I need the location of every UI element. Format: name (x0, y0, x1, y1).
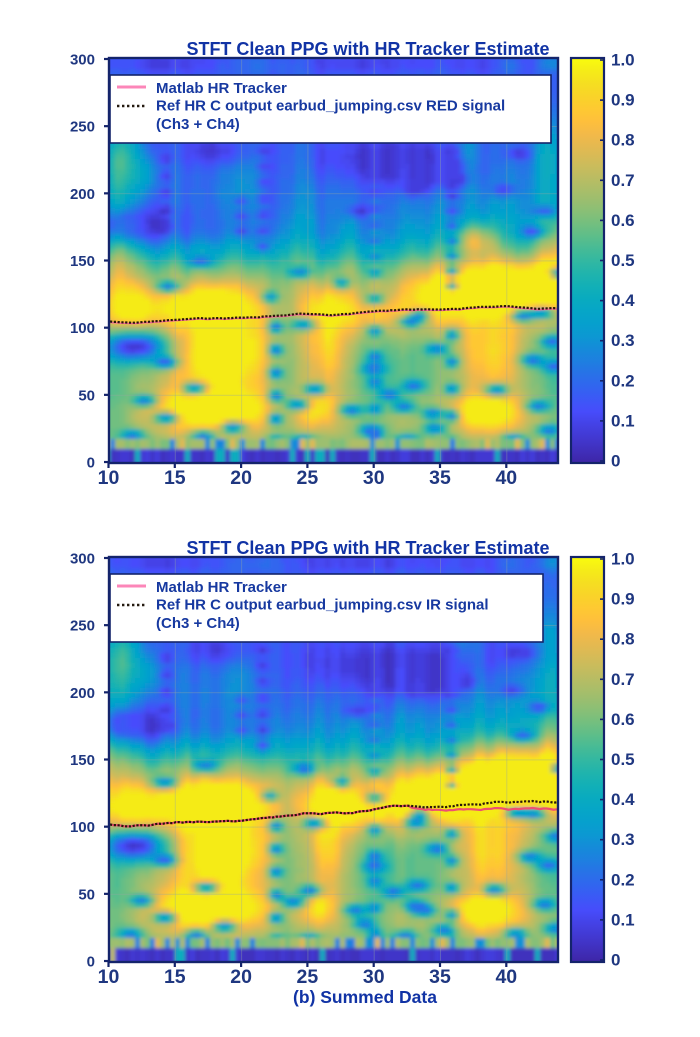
svg-text:15: 15 (164, 966, 186, 988)
svg-text:100: 100 (70, 320, 95, 337)
svg-text:(Ch3 + Ch4): (Ch3 + Ch4) (156, 116, 240, 133)
svg-text:25: 25 (297, 966, 319, 988)
svg-text:20: 20 (230, 966, 252, 988)
svg-text:(Ch3 + Ch4): (Ch3 + Ch4) (156, 615, 240, 632)
svg-text:Matlab HR Tracker: Matlab HR Tracker (156, 579, 287, 596)
svg-text:35: 35 (429, 467, 451, 489)
svg-text:50: 50 (78, 387, 95, 404)
svg-text:10: 10 (98, 467, 120, 489)
svg-text:20: 20 (230, 467, 252, 489)
svg-text:150: 150 (70, 752, 95, 769)
svg-text:Matlab HR Tracker: Matlab HR Tracker (156, 80, 287, 97)
svg-text:10: 10 (98, 966, 120, 988)
svg-text:50: 50 (78, 886, 95, 903)
svg-text:0.4: 0.4 (611, 790, 635, 809)
svg-text:40: 40 (495, 966, 517, 988)
svg-text:300: 300 (70, 52, 95, 69)
svg-text:0.4: 0.4 (611, 291, 635, 310)
svg-text:STFT Clean PPG with HR Tracker: STFT Clean PPG with HR Tracker Estimate (186, 538, 549, 558)
svg-text:0.7: 0.7 (611, 171, 635, 190)
svg-text:0.1: 0.1 (611, 411, 635, 430)
svg-text:0.8: 0.8 (611, 131, 635, 150)
svg-text:0: 0 (611, 452, 620, 471)
svg-text:STFT Clean PPG with HR Tracker: STFT Clean PPG with HR Tracker Estimate (186, 39, 549, 59)
svg-text:0.1: 0.1 (611, 910, 635, 929)
svg-text:1.0: 1.0 (611, 550, 635, 569)
svg-text:35: 35 (429, 966, 451, 988)
svg-text:0.6: 0.6 (611, 710, 635, 729)
svg-text:Ref HR C output earbud_jumping: Ref HR C output earbud_jumping.csv RED s… (156, 98, 505, 115)
svg-text:Ref HR C output earbud_jumping: Ref HR C output earbud_jumping.csv IR si… (156, 597, 489, 614)
svg-text:150: 150 (70, 253, 95, 270)
svg-text:0.3: 0.3 (611, 331, 635, 350)
svg-text:(b) Summed Data: (b) Summed Data (293, 987, 437, 1007)
svg-text:0.2: 0.2 (611, 870, 635, 889)
svg-text:250: 250 (70, 119, 95, 136)
svg-text:0.9: 0.9 (611, 91, 635, 110)
svg-text:0.8: 0.8 (611, 630, 635, 649)
svg-text:0.7: 0.7 (611, 670, 635, 689)
svg-text:0: 0 (87, 455, 95, 472)
svg-text:200: 200 (70, 186, 95, 203)
svg-text:250: 250 (70, 618, 95, 635)
svg-text:30: 30 (363, 966, 385, 988)
svg-text:100: 100 (70, 819, 95, 836)
svg-text:0.3: 0.3 (611, 830, 635, 849)
svg-text:0.2: 0.2 (611, 371, 635, 390)
svg-text:1.0: 1.0 (611, 51, 635, 70)
svg-text:25: 25 (297, 467, 319, 489)
svg-text:300: 300 (70, 551, 95, 568)
svg-text:0: 0 (87, 954, 95, 971)
svg-text:200: 200 (70, 685, 95, 702)
svg-text:0.5: 0.5 (611, 251, 635, 270)
svg-text:30: 30 (363, 467, 385, 489)
svg-text:0.5: 0.5 (611, 750, 635, 769)
svg-text:15: 15 (164, 467, 186, 489)
svg-text:0: 0 (611, 951, 620, 970)
svg-text:0.9: 0.9 (611, 590, 635, 609)
svg-text:40: 40 (495, 467, 517, 489)
svg-text:0.6: 0.6 (611, 211, 635, 230)
